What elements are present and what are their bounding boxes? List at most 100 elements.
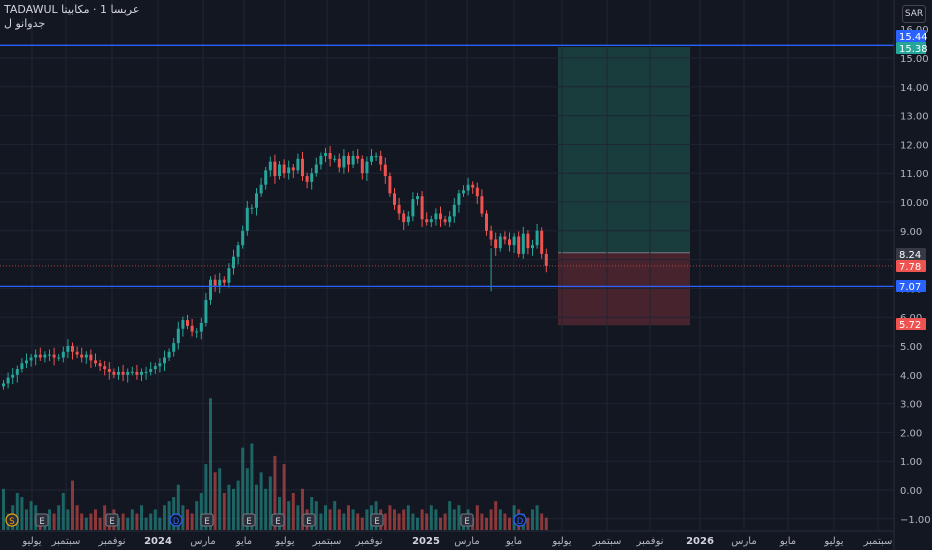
candle-body xyxy=(227,268,231,283)
candle-body xyxy=(71,346,74,352)
candle-body xyxy=(457,193,461,205)
candle-body xyxy=(498,236,502,249)
time-tick-label: يوليو xyxy=(551,536,571,547)
volume-bar xyxy=(434,509,438,530)
candle-body xyxy=(2,383,5,387)
candle-body xyxy=(38,354,42,358)
volume-bar xyxy=(411,513,415,530)
candle-body xyxy=(29,357,33,361)
candle-body xyxy=(485,213,488,231)
time-tick-label: مايو xyxy=(505,536,522,547)
volume-bar xyxy=(535,505,539,530)
candle-body xyxy=(356,155,360,159)
candle-body xyxy=(135,371,139,375)
dividend-marker xyxy=(169,513,183,527)
candle-body xyxy=(397,204,401,214)
price-tick-label: 15.00 xyxy=(900,54,929,65)
candle-body xyxy=(475,187,479,197)
price-tick-label: 9.00 xyxy=(900,227,922,238)
volume-bar xyxy=(140,505,143,530)
time-tick-label: نوفمبر xyxy=(635,536,663,547)
currency-badge[interactable]: SAR xyxy=(902,5,926,23)
volume-bar xyxy=(314,501,318,530)
candle-body xyxy=(264,170,268,185)
candle-body xyxy=(126,371,130,375)
symbol-title-line[interactable]: TADAWUL عربسا 1 · مكابيتا xyxy=(4,3,139,16)
candle-body xyxy=(232,256,235,269)
candle-body xyxy=(296,158,300,171)
price-label: 7.78 xyxy=(899,262,921,273)
volume-bar xyxy=(255,484,258,530)
price-tick-label: 1.00 xyxy=(900,457,922,468)
candle-body xyxy=(94,360,97,364)
volume-bar xyxy=(209,398,212,530)
volume-bar xyxy=(498,509,502,530)
candle-body xyxy=(20,363,24,370)
volume-bar xyxy=(425,513,429,530)
volume-bar xyxy=(84,517,88,530)
earnings-marker xyxy=(242,513,256,527)
time-tick-label: نوفمبر xyxy=(97,536,125,547)
volume-bar xyxy=(485,517,488,530)
volume-bar xyxy=(241,447,245,530)
candle-body xyxy=(291,167,295,171)
volume-bar xyxy=(544,517,548,530)
time-tick-label: سبتمبر xyxy=(312,536,342,547)
time-tick-label: نوفمبر xyxy=(354,536,382,547)
time-tick-label: يوليو xyxy=(823,536,843,547)
volume-bar xyxy=(448,501,452,530)
stop-zone xyxy=(558,252,690,326)
exchange-name: TADAWUL xyxy=(4,3,58,16)
candle-body xyxy=(429,219,433,223)
candle-body xyxy=(471,184,475,188)
volume-bar xyxy=(126,517,130,530)
candle-body xyxy=(420,196,424,220)
candle-body xyxy=(411,199,415,217)
volume-bar xyxy=(351,509,355,530)
price-axis[interactable]: 16.0015.0014.0013.0012.0011.0010.009.008… xyxy=(893,0,931,550)
candle-body xyxy=(388,176,392,194)
candle-body xyxy=(6,377,10,384)
event-label: E xyxy=(374,517,379,527)
price-label: 15.38 xyxy=(899,44,928,55)
candle-body xyxy=(186,320,189,326)
candle-body xyxy=(117,371,120,375)
price-tick-label: 0.00 xyxy=(900,486,922,497)
time-tick-label: يوليو xyxy=(21,536,41,547)
candle-body xyxy=(204,299,208,323)
volume-bar xyxy=(186,509,189,530)
candle-body xyxy=(333,158,337,160)
candle-body xyxy=(360,158,364,174)
volume-bar xyxy=(526,517,530,530)
candle-body xyxy=(347,155,350,165)
price-label-box xyxy=(896,318,926,330)
candle-body xyxy=(452,204,456,217)
volume-bar xyxy=(227,484,231,530)
candle-body xyxy=(213,279,217,286)
volume-bar xyxy=(273,455,277,530)
candle-body xyxy=(199,322,203,332)
position-tool-zones[interactable] xyxy=(558,47,690,326)
candle-body xyxy=(250,207,254,209)
candle-body xyxy=(540,230,544,254)
time-axis[interactable]: يوليو سبتمبر نوفمبر 2024 مارس مايو يوليو سبتمبر… xyxy=(0,530,894,547)
candle-body xyxy=(273,161,277,177)
candle-body xyxy=(434,213,438,220)
price-tick-label: 4.00 xyxy=(900,371,922,382)
volume-bar xyxy=(94,509,97,530)
candle-body xyxy=(526,233,530,249)
volume-bar xyxy=(232,488,235,530)
candle-body xyxy=(379,155,383,165)
horizontal-lines[interactable] xyxy=(0,44,894,288)
candle-body xyxy=(121,371,125,375)
volume-bar xyxy=(121,513,125,530)
volume-bar xyxy=(48,509,51,530)
time-tick-label: مايو xyxy=(235,536,252,547)
candle-body xyxy=(494,239,498,249)
candle-body xyxy=(167,351,171,358)
time-tick-label: سبتمبر xyxy=(863,536,893,547)
candle-body xyxy=(57,357,61,359)
